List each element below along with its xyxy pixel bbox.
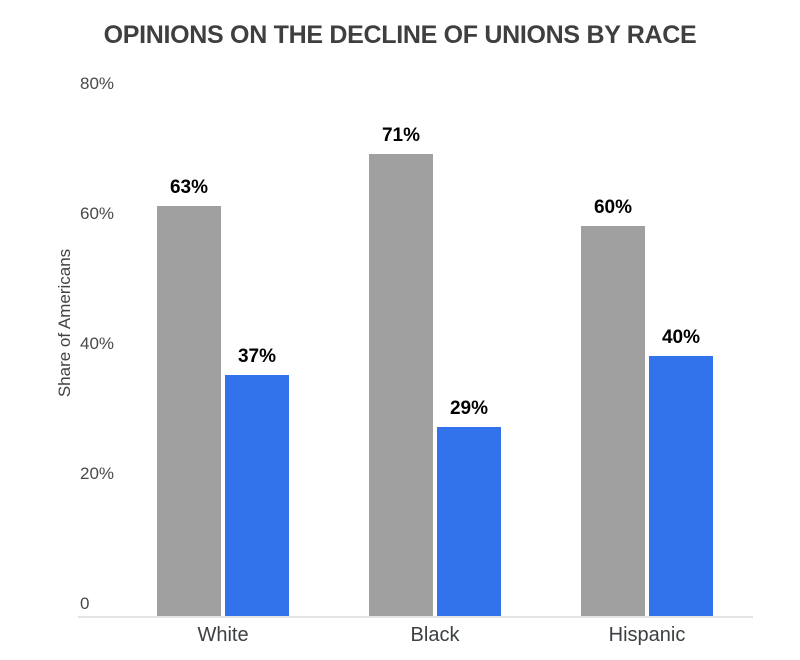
bar-value-label-gray-series-black: 71% [381,125,421,146]
y-axis-title: Share of Americans [55,248,74,398]
y-tick-label-80: 80% [80,74,115,93]
bar-gray-series-black [369,154,433,616]
bar-value-label-gray-series-white: 63% [169,177,209,198]
bar-value-label-blue-series-white: 37% [237,346,277,367]
bar-blue-series-white [225,375,289,616]
y-tick-label-40: 40% [80,334,115,353]
bar-gray-series-white [157,206,221,616]
x-category-label-hispanic: Hispanic [608,624,686,646]
bar-blue-series-hispanic [649,356,713,616]
x-category-label-black: Black [410,624,460,646]
bar-blue-series-black [437,427,501,616]
y-tick-label-0: 0 [80,594,90,613]
x-category-label-white: White [197,624,249,646]
bar-gray-series-hispanic [581,226,645,616]
bar-value-label-gray-series-hispanic: 60% [593,197,633,218]
y-tick-label-60: 60% [80,204,115,223]
y-tick-label-20: 20% [80,464,115,483]
chart-title: OPINIONS ON THE DECLINE OF UNIONS BY RAC… [103,21,697,49]
bar-value-label-blue-series-black: 29% [449,398,489,419]
x-axis-line [78,616,753,618]
bar-value-label-blue-series-hispanic: 40% [661,327,701,348]
